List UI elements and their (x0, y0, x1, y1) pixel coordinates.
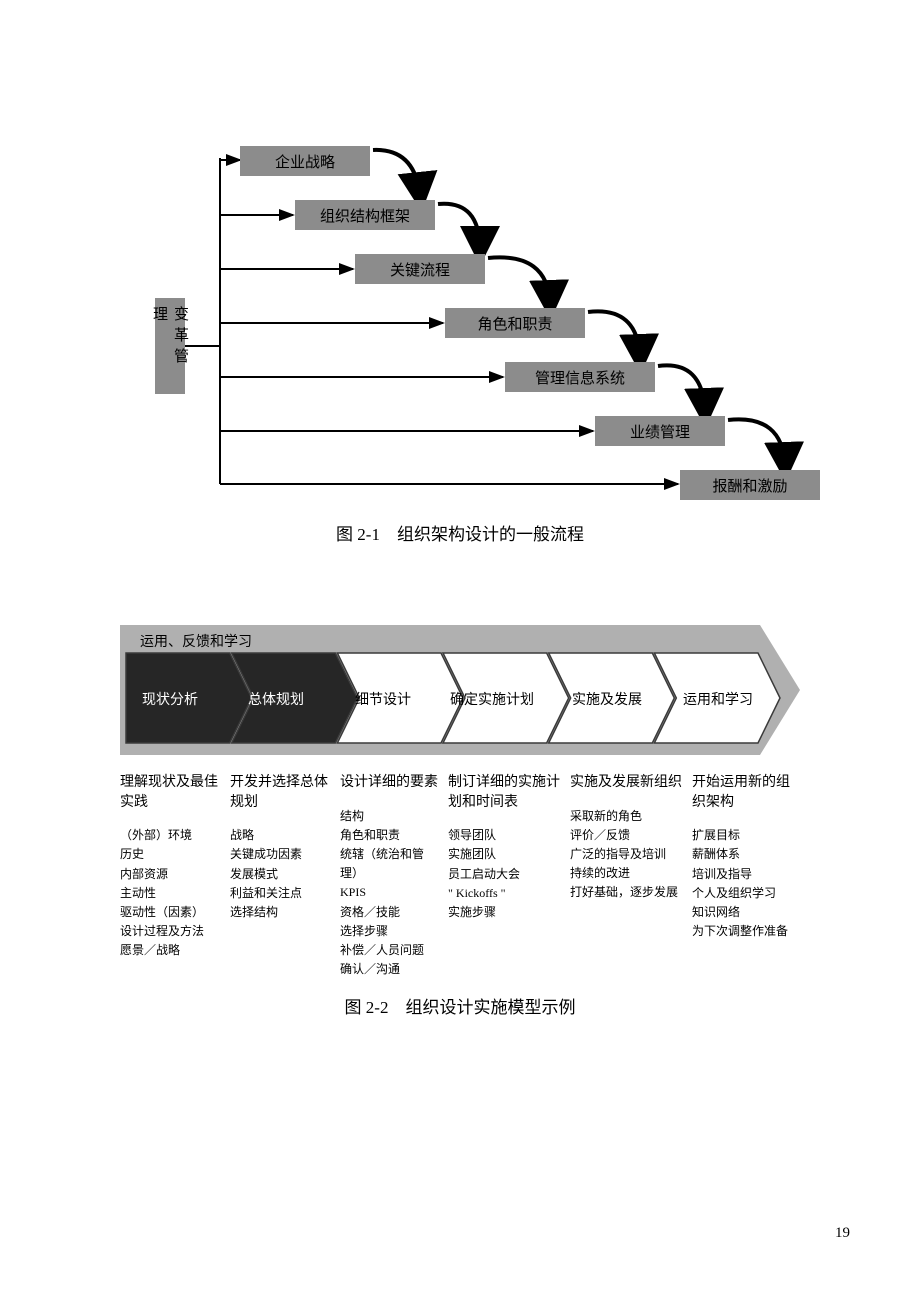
fig2-column-title: 理解现状及最佳实践 (120, 773, 222, 812)
list-item: 发展模式 (230, 865, 332, 884)
fig2-column-4: 实施及发展新组织采取新的角色评价／反馈广泛的指导及培训持续的改进打好基础，逐步发… (570, 773, 692, 979)
fig2-topband-label: 运用、反馈和学习 (140, 631, 252, 651)
list-item: 个人及组织学习 (692, 884, 792, 903)
list-item: 员工启动大会 (448, 865, 562, 884)
fig2-column-3: 制订详细的实施计划和时间表领导团队实施团队员工启动大会 " Kickoffs "… (448, 773, 570, 979)
list-item: 为下次调整作准备 (692, 922, 792, 941)
list-item: 持续的改进 (570, 864, 684, 883)
fig2-column-1: 开发并选择总体规划战略关键成功因素发展模式利益和关注点选择结构 (230, 773, 340, 979)
fig1-step-2: 关键流程 (355, 254, 485, 284)
figure-2-caption: 图 2-2 组织设计实施模型示例 (120, 993, 800, 1018)
list-item: 设计过程及方法 (120, 922, 222, 941)
list-item: KPIS (340, 883, 440, 902)
fig2-column-list: （外部）环境历史内部资源主动性驱动性（因素）设计过程及方法愿景／战略 (120, 826, 222, 960)
fig2-column-title: 设计详细的要素 (340, 773, 440, 793)
fig1-step-3: 角色和职责 (445, 308, 585, 338)
list-item: 选择结构 (230, 903, 332, 922)
list-item: 驱动性（因素） (120, 903, 222, 922)
fig1-step-4: 管理信息系统 (505, 362, 655, 392)
list-item: 知识网络 (692, 903, 792, 922)
fig2-column-0: 理解现状及最佳实践 （外部）环境历史内部资源主动性驱动性（因素）设计过程及方法愿景… (120, 773, 230, 979)
list-item: 确认／沟通 (340, 960, 440, 979)
figure-1-caption: 图 2-1 组织架构设计的一般流程 (60, 520, 860, 545)
list-item: 实施团队 (448, 845, 562, 864)
fig1-step-0: 企业战略 (240, 146, 370, 176)
fig2-column-list: 领导团队实施团队员工启动大会 " Kickoffs " 实施步骤 (448, 826, 562, 922)
fig2-column-list: 扩展目标薪酬体系培训及指导个人及组织学习知识网络为下次调整作准备 (692, 826, 792, 941)
list-item: 采取新的角色 (570, 807, 684, 826)
list-item: 打好基础，逐步发展 (570, 883, 684, 902)
chevron-label-4: 实施及发展 (572, 689, 642, 709)
list-item: （外部）环境 (120, 826, 222, 845)
fig1-side-label: 变革管理 (155, 298, 185, 394)
list-item: 历史 (120, 845, 222, 864)
fig2-column-title: 实施及发展新组织 (570, 773, 684, 793)
chevron-label-2: 细节设计 (355, 689, 411, 709)
list-item: 实施步骤 (448, 903, 562, 922)
fig2-column-title: 开始运用新的组织架构 (692, 773, 792, 812)
list-item: 利益和关注点 (230, 884, 332, 903)
figure-1-cascade: 变革管理 企业战略组织结构框架关键流程角色和职责管理信息系统业绩管理报酬和激励 (100, 140, 820, 500)
list-item: 结构 (340, 807, 440, 826)
list-item: 评价／反馈 (570, 826, 684, 845)
fig2-column-list: 战略关键成功因素发展模式利益和关注点选择结构 (230, 826, 332, 922)
fig2-columns: 理解现状及最佳实践 （外部）环境历史内部资源主动性驱动性（因素）设计过程及方法愿景… (120, 773, 800, 979)
list-item: 关键成功因素 (230, 845, 332, 864)
list-item: 薪酬体系 (692, 845, 792, 864)
fig1-step-6: 报酬和激励 (680, 470, 820, 500)
list-item: 主动性 (120, 884, 222, 903)
fig2-column-list: 结构角色和职责统辖（统治和管理）KPIS资格／技能选择步骤补偿／人员问题确认／沟… (340, 807, 440, 980)
list-item: " Kickoffs " (448, 884, 562, 903)
fig2-chevron-stage: 运用、反馈和学习 现状分析 总体规划 细节设计 确定实施计划 实施及发展 运用和学习 (120, 625, 800, 755)
list-item: 愿景／战略 (120, 941, 222, 960)
fig2-column-5: 开始运用新的组织架构扩展目标薪酬体系培训及指导个人及组织学习知识网络为下次调整作… (692, 773, 800, 979)
fig2-column-list: 采取新的角色评价／反馈广泛的指导及培训持续的改进打好基础，逐步发展 (570, 807, 684, 903)
fig2-column-title: 制订详细的实施计划和时间表 (448, 773, 562, 812)
list-item: 资格／技能 (340, 903, 440, 922)
list-item: 统辖（统治和管理） (340, 845, 440, 883)
fig2-column-title: 开发并选择总体规划 (230, 773, 332, 812)
list-item: 角色和职责 (340, 826, 440, 845)
list-item: 培训及指导 (692, 865, 792, 884)
figure-2: 运用、反馈和学习 现状分析 总体规划 细节设计 确定实施计划 实施及发展 运用和学习 理解… (120, 625, 800, 1018)
chevron-label-0: 现状分析 (142, 689, 198, 709)
page-number: 19 (835, 1225, 850, 1242)
list-item: 领导团队 (448, 826, 562, 845)
chevron-label-3: 确定实施计划 (450, 689, 534, 709)
list-item: 扩展目标 (692, 826, 792, 845)
list-item: 战略 (230, 826, 332, 845)
list-item: 选择步骤 (340, 922, 440, 941)
list-item: 内部资源 (120, 865, 222, 884)
fig2-column-2: 设计详细的要素结构角色和职责统辖（统治和管理）KPIS资格／技能选择步骤补偿／人… (340, 773, 448, 979)
fig1-step-5: 业绩管理 (595, 416, 725, 446)
chevron-label-1: 总体规划 (248, 689, 304, 709)
fig1-step-1: 组织结构框架 (295, 200, 435, 230)
list-item: 广泛的指导及培训 (570, 845, 684, 864)
chevron-label-5: 运用和学习 (683, 689, 753, 709)
list-item: 补偿／人员问题 (340, 941, 440, 960)
